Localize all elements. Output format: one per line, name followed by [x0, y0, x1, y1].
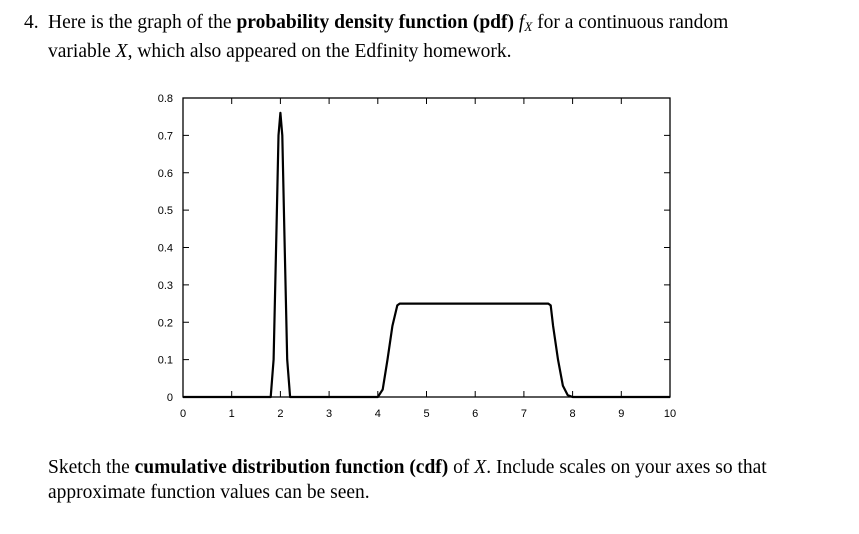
- cdf-term: cumulative distribution function (cdf): [134, 457, 449, 478]
- question-line2-post: , which also appeared on the Edfinity ho…: [127, 41, 512, 62]
- x-tick-label-2: 2: [277, 408, 283, 420]
- question-line1-post: for a continuous random: [532, 12, 729, 33]
- y-tick-label-5: 0.5: [158, 205, 173, 217]
- y-tick-label-6: 0.6: [158, 168, 173, 180]
- plot-frame: [182, 97, 671, 398]
- x-tick-label-1: 1: [229, 408, 235, 420]
- y-tick-label-0: 0: [167, 392, 173, 404]
- y-tick-label-4: 0.4: [158, 243, 173, 255]
- variable-x-2: X: [474, 457, 487, 478]
- pdf-subscript: X: [524, 19, 533, 34]
- axis-ticks: [182, 97, 671, 398]
- x-tick-label-4: 4: [375, 408, 381, 420]
- pdf-curve: [183, 111, 670, 399]
- instruction-text: Sketch the cumulative distribution funct…: [48, 455, 838, 505]
- question-text: 4. Here is the graph of the probability …: [24, 10, 824, 64]
- y-tick-label-2: 0.2: [158, 317, 173, 329]
- question-line2-pre: variable: [48, 41, 116, 62]
- y-tick-label-3: 0.3: [158, 280, 173, 292]
- y-tick-label-8: 0.8: [158, 93, 173, 105]
- x-tick-label-10: 10: [664, 408, 676, 420]
- instruction-pre: Sketch the: [48, 457, 135, 478]
- x-tick-label-7: 7: [521, 408, 527, 420]
- question-line-2: variable X, which also appeared on the E…: [24, 39, 824, 64]
- instruction-mid: of: [448, 457, 475, 478]
- x-tick-label-8: 8: [570, 408, 576, 420]
- question-line1-pre: Here is the graph of the: [48, 12, 237, 33]
- axis-tick-labels: 0 1 2 3 4 5 6 7 8 9 10 0 0.1 0.2 0.3 0.4 0.5 0.6 0.7 0.8: [158, 93, 676, 420]
- pdf-symbol: f: [518, 12, 525, 33]
- question-number: 4.: [24, 12, 39, 33]
- variable-x: X: [115, 41, 128, 62]
- x-tick-label-3: 3: [326, 408, 332, 420]
- pdf-term: probability density function (pdf): [236, 12, 515, 33]
- x-tick-label-9: 9: [618, 408, 624, 420]
- instruction-post: . Include scales on your axes so that ap…: [48, 457, 767, 503]
- x-tick-label-6: 6: [472, 408, 478, 420]
- question-line-1: Here is the graph of the probability den…: [24, 10, 824, 39]
- x-tick-label-5: 5: [423, 408, 429, 420]
- y-tick-label-1: 0.1: [158, 355, 173, 367]
- y-tick-label-7: 0.7: [158, 130, 173, 142]
- x-tick-label-0: 0: [180, 408, 186, 420]
